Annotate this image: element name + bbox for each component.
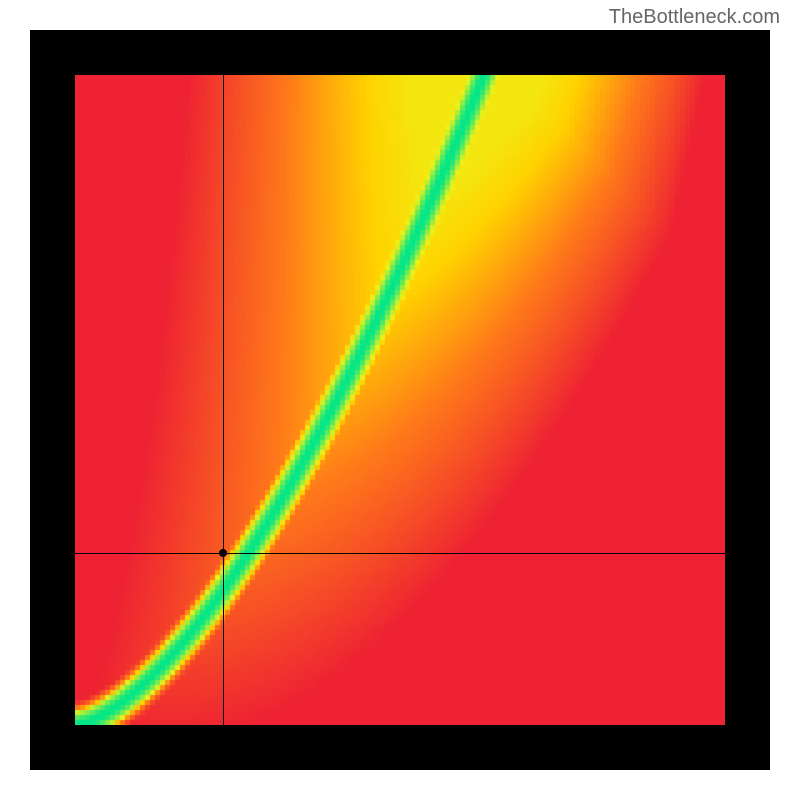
crosshair-marker	[219, 549, 227, 557]
chart-outer-frame	[30, 30, 770, 770]
heatmap-canvas	[75, 75, 725, 725]
crosshair-horizontal	[75, 553, 725, 554]
chart-container: TheBottleneck.com	[0, 0, 800, 800]
crosshair-vertical	[223, 75, 224, 725]
watermark-text: TheBottleneck.com	[609, 6, 780, 29]
